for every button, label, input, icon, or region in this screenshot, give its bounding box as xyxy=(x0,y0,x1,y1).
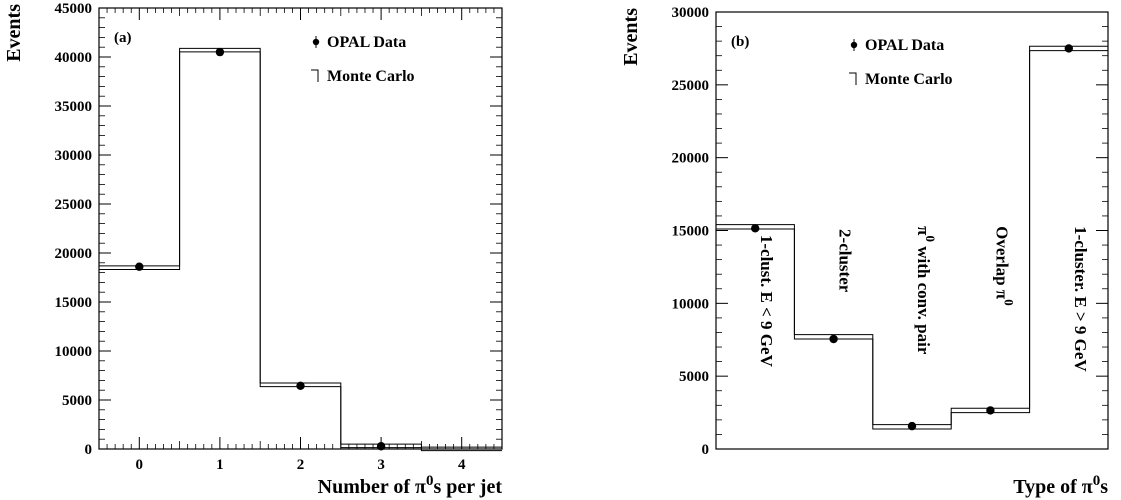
panel-a: 0 5000 10000 15000 20000 25000 30000 35000 40000… xyxy=(3,1,503,498)
y-tick-label: 20000 xyxy=(55,246,93,262)
x-tick-label: 0 xyxy=(136,457,144,473)
data-point xyxy=(135,262,144,271)
bin-annotation: π0 with conv. pair xyxy=(914,226,938,355)
y-tick-label: 30000 xyxy=(672,5,710,21)
data-point xyxy=(1064,44,1074,53)
y-tick-label: 0 xyxy=(702,442,710,458)
y-tick-label: 45000 xyxy=(55,1,93,17)
data-point xyxy=(986,406,995,415)
legend-label-mc: Monte Carlo xyxy=(865,71,953,88)
x-tick-label: 1 xyxy=(216,457,224,473)
data-point xyxy=(296,381,305,390)
y-tick-label: 40000 xyxy=(55,50,93,66)
panel-label: (a) xyxy=(114,30,132,46)
y-tick-label: 0 xyxy=(85,442,93,458)
data-point xyxy=(829,334,838,344)
y-tick-label: 10000 xyxy=(672,296,710,312)
data-point xyxy=(215,47,225,57)
mc-histogram-lower xyxy=(99,51,502,452)
y-tick-label: 25000 xyxy=(55,197,93,213)
y-tick-label: 15000 xyxy=(672,224,710,240)
bin-annotation: 2-cluster xyxy=(836,229,855,293)
panel-b: 0 5000 10000 15000 20000 25000 30000 Events Type… xyxy=(620,5,1109,498)
data-point xyxy=(751,224,760,233)
panel-label: (b) xyxy=(731,34,749,50)
y-tick-label: 10000 xyxy=(55,344,93,360)
data-point xyxy=(376,442,386,451)
y-tick-label: 25000 xyxy=(672,78,710,94)
y-axis-title: Events xyxy=(3,4,25,62)
legend-label-mc: Monte Carlo xyxy=(327,68,415,85)
bin-annotation: Overlap π0 xyxy=(992,226,1016,306)
y-tick-label: 5000 xyxy=(62,393,92,409)
y-tick-label: 5000 xyxy=(679,369,709,385)
legend-label-data: OPAL Data xyxy=(327,34,406,51)
x-tick-label: 2 xyxy=(297,457,305,473)
x-tick-label: 4 xyxy=(458,457,466,473)
y-tick-label: 15000 xyxy=(55,295,93,311)
legend-mc-marker xyxy=(311,69,319,82)
legend-label-data: OPAL Data xyxy=(865,37,944,54)
y-axis-title: Events xyxy=(620,8,642,66)
x-axis-title: Type of π0s xyxy=(1013,473,1108,498)
bin-annotation: 1-clust. E < 9 GeV xyxy=(757,235,776,368)
bin-annotation: 1-cluster. E > 9 GeV xyxy=(1071,226,1090,372)
y-tick-label: 35000 xyxy=(55,99,93,115)
x-tick-label: 3 xyxy=(377,457,385,473)
x-axis-title: Number of π0s per jet xyxy=(318,473,503,498)
data-point xyxy=(907,421,917,431)
legend-mc-marker xyxy=(849,72,857,85)
y-tick-label: 20000 xyxy=(672,151,710,167)
y-tick-label: 30000 xyxy=(55,148,93,164)
